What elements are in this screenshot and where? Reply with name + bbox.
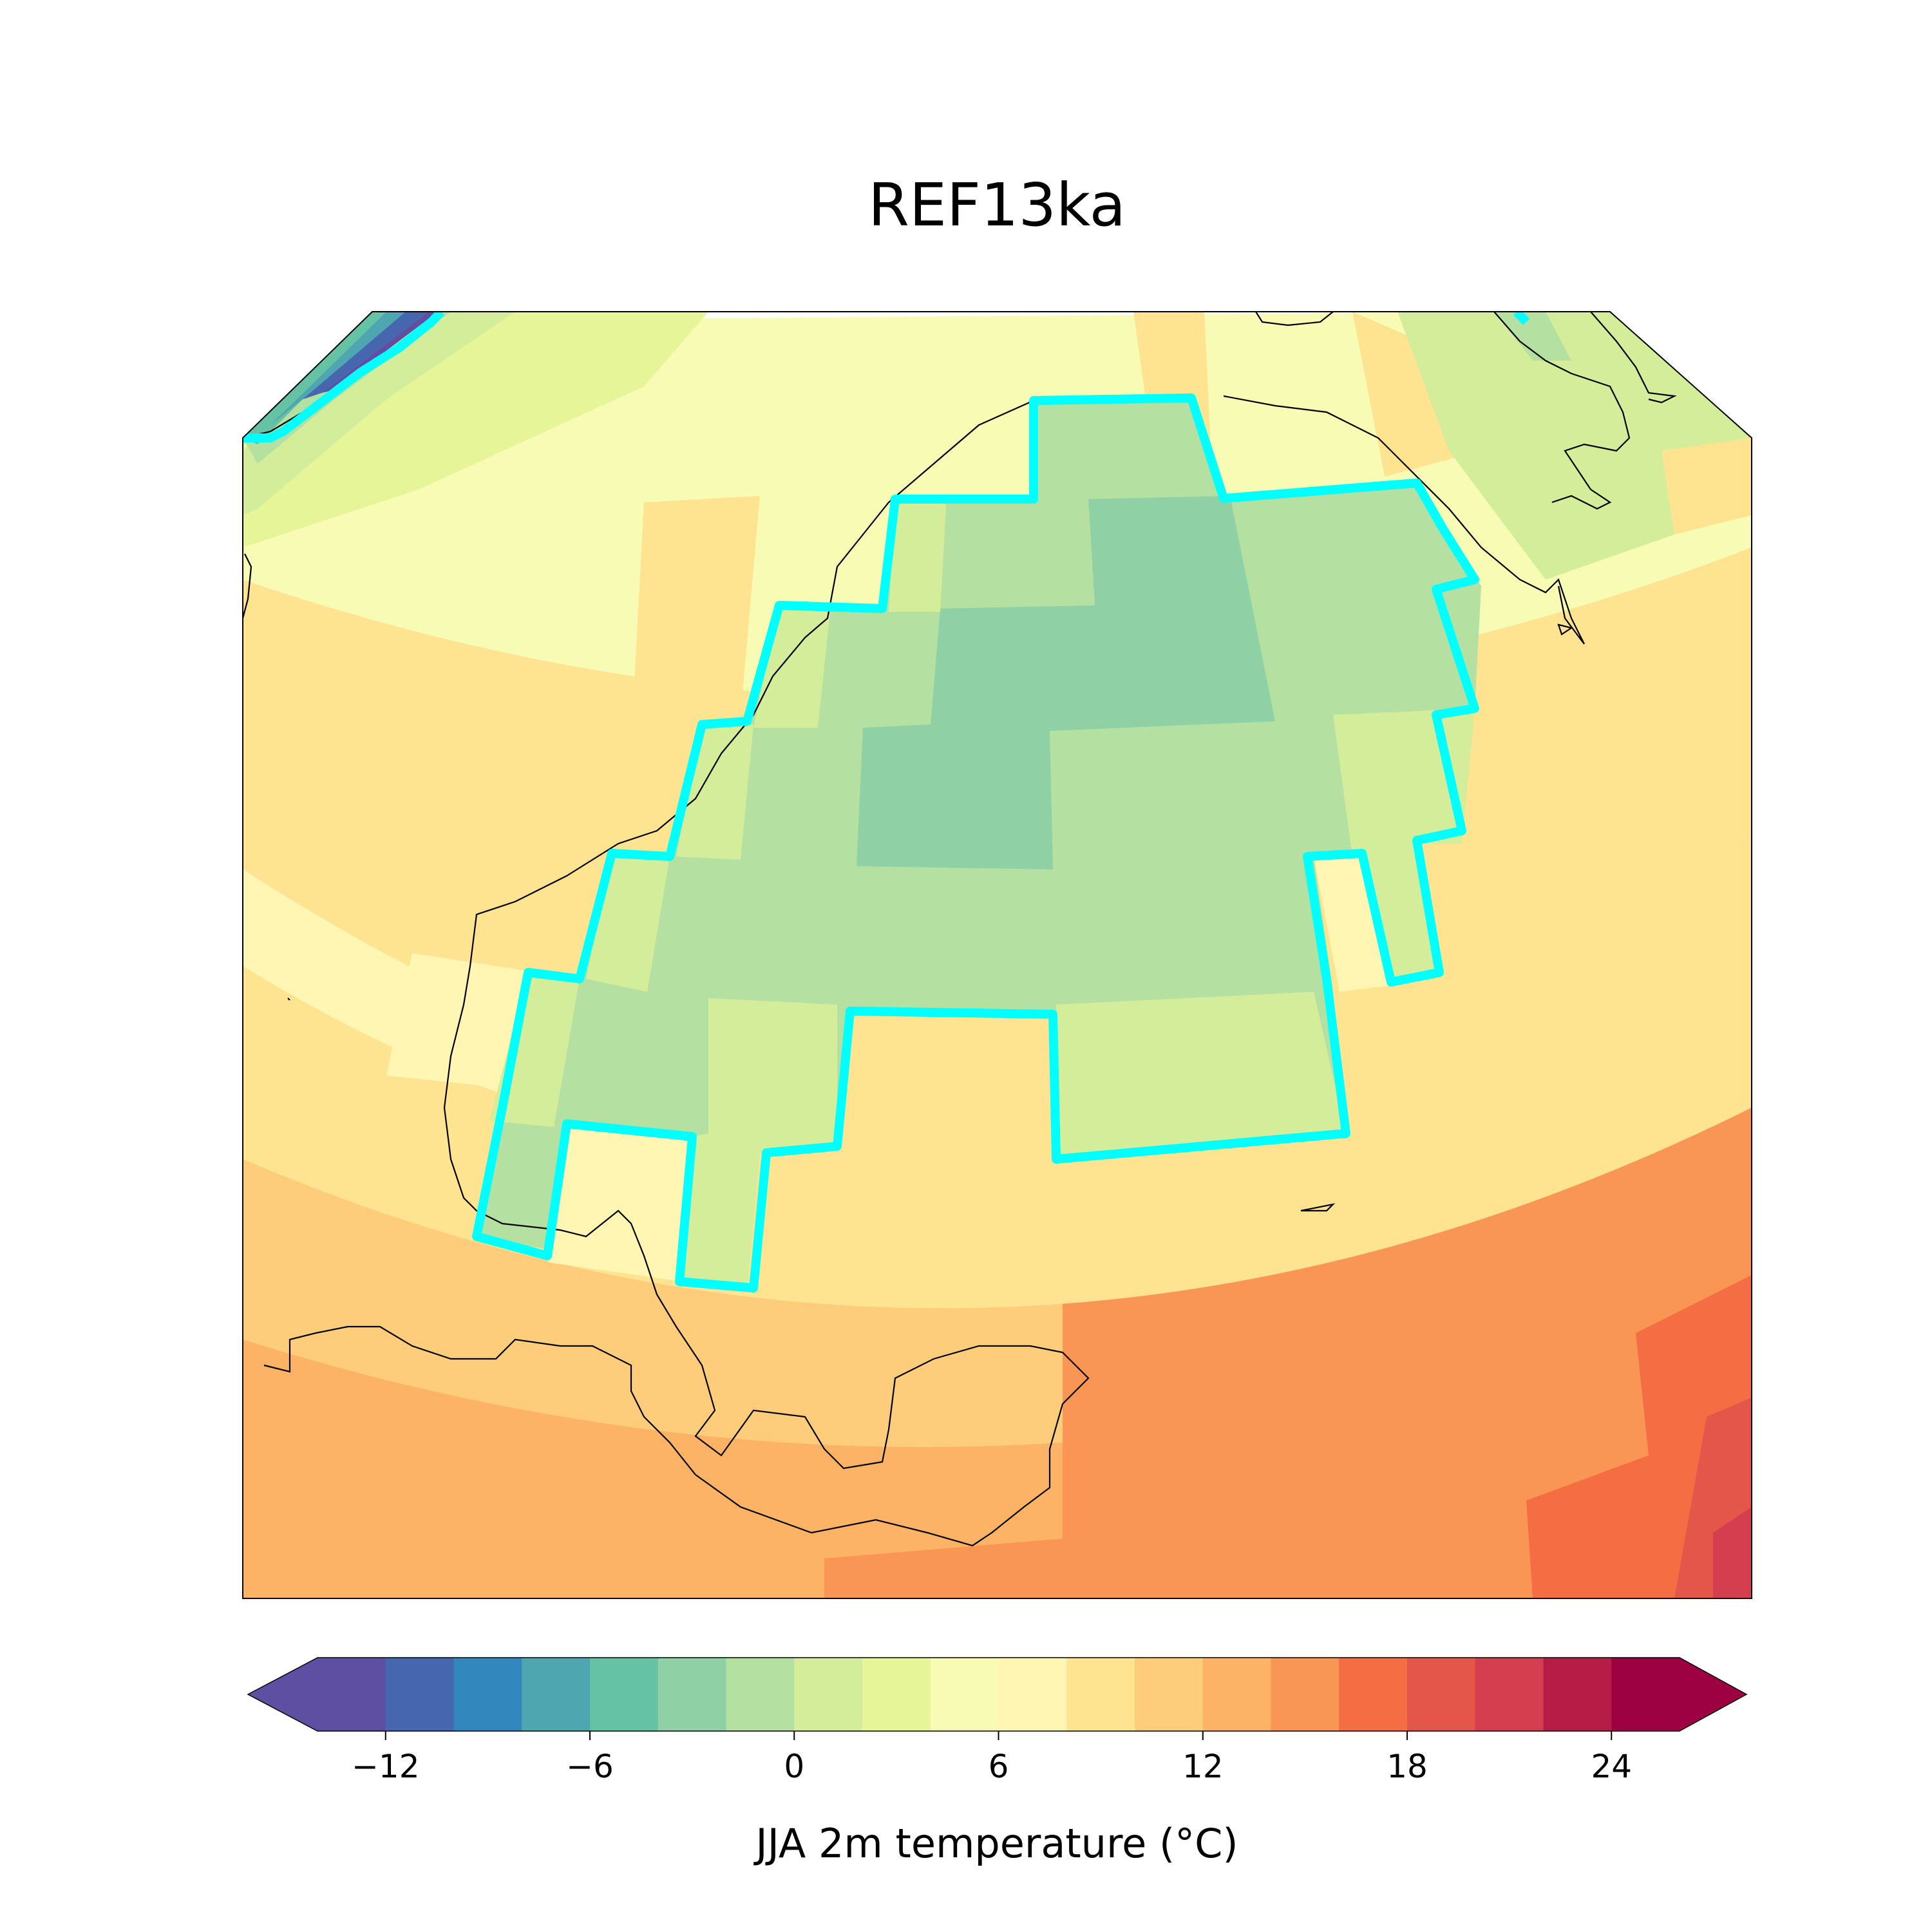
field-cell <box>857 496 1275 869</box>
coastline-island <box>1300 1203 1336 1212</box>
colorbar-swatch <box>862 1658 931 1731</box>
colorbar-swatch <box>590 1658 659 1731</box>
colorbar-swatches <box>247 1657 1748 1732</box>
colorbar-label: JJA 2m temperature (°C) <box>753 1820 1238 1867</box>
ice-sheet-greenland-outline <box>1513 312 1530 325</box>
colorbar-outline <box>247 1657 1748 1732</box>
map-frame <box>242 311 1752 1599</box>
colorbar-tick-label: −6 <box>566 1748 614 1785</box>
colorbar-swatch <box>385 1658 454 1731</box>
field-cell <box>1056 992 1346 1159</box>
map-title: REF13ka <box>868 171 1126 240</box>
field-cell <box>1397 312 1752 580</box>
colorbar-tick-label: 24 <box>1591 1748 1632 1785</box>
colorbar-ticks: −12 −6 0 6 12 18 24 <box>352 1731 1632 1785</box>
colorbar-swatch <box>726 1658 795 1731</box>
colorbar-swatch <box>1066 1658 1135 1731</box>
colorbar: −12 −6 0 6 12 18 24 JJA 2m temperature (°C) <box>247 1657 1748 1867</box>
colorbar-tick-label: 12 <box>1182 1748 1224 1785</box>
field-cell <box>489 972 580 1127</box>
ice-sheet-outline <box>243 312 1530 1293</box>
coastline-west <box>243 553 252 619</box>
colorbar-over-arrow <box>1680 1658 1747 1731</box>
colorbar-swatch <box>1339 1658 1408 1731</box>
colorbar-swatch <box>930 1658 999 1731</box>
colorbar-swatch <box>1543 1658 1612 1731</box>
colorbar-swatch <box>1611 1658 1680 1731</box>
colorbar-swatch <box>522 1658 591 1731</box>
map-panel <box>242 311 1752 1599</box>
field-cell <box>837 1014 1056 1159</box>
field-cell <box>1713 1507 1752 1598</box>
colorbar-swatch <box>1135 1658 1204 1731</box>
field-cell <box>824 1481 1752 1598</box>
coastline-baffin <box>1493 312 1631 510</box>
colorbar-under-arrow <box>248 1658 317 1731</box>
colorbar-swatch <box>998 1658 1067 1731</box>
colorbar-swatch <box>1271 1658 1340 1731</box>
colorbar-swatch <box>658 1658 726 1731</box>
colorbar-tick-label: −12 <box>352 1748 420 1785</box>
colorbar-tick-label: 18 <box>1387 1748 1428 1785</box>
colorbar-swatch <box>1407 1658 1476 1731</box>
coastline-greenland-east <box>1590 312 1677 404</box>
coastline-laurentide <box>1223 395 1585 645</box>
field-cell <box>1662 438 1752 535</box>
coastlines <box>243 312 1677 1547</box>
coastline-island <box>1557 623 1573 636</box>
temperature-field <box>243 312 1752 1598</box>
colorbar-swatch <box>453 1658 522 1731</box>
coastline-greenland <box>1255 312 1334 327</box>
coastline-island <box>287 998 290 1001</box>
field-cell <box>1333 708 1475 985</box>
ice-sheet-cordilleran-outline <box>243 312 445 442</box>
field-cell <box>1494 312 1571 361</box>
field-cell <box>889 496 947 612</box>
field-cell <box>683 998 837 1288</box>
field-cell <box>547 1124 692 1282</box>
colorbar-swatch <box>317 1658 386 1731</box>
field-cell <box>303 312 428 399</box>
colorbar-swatch <box>1202 1658 1271 1731</box>
colorbar-swatch <box>1475 1658 1544 1731</box>
coastline-hudson-west <box>263 399 1090 1547</box>
field-cell <box>322 312 438 393</box>
field-cell <box>631 496 760 741</box>
ice-sheet-laurentide-outline <box>472 393 1479 1293</box>
colorbar-tick-label: 6 <box>989 1748 1009 1785</box>
colorbar-tick-label: 0 <box>784 1748 804 1785</box>
colorbar-swatch <box>794 1658 863 1731</box>
